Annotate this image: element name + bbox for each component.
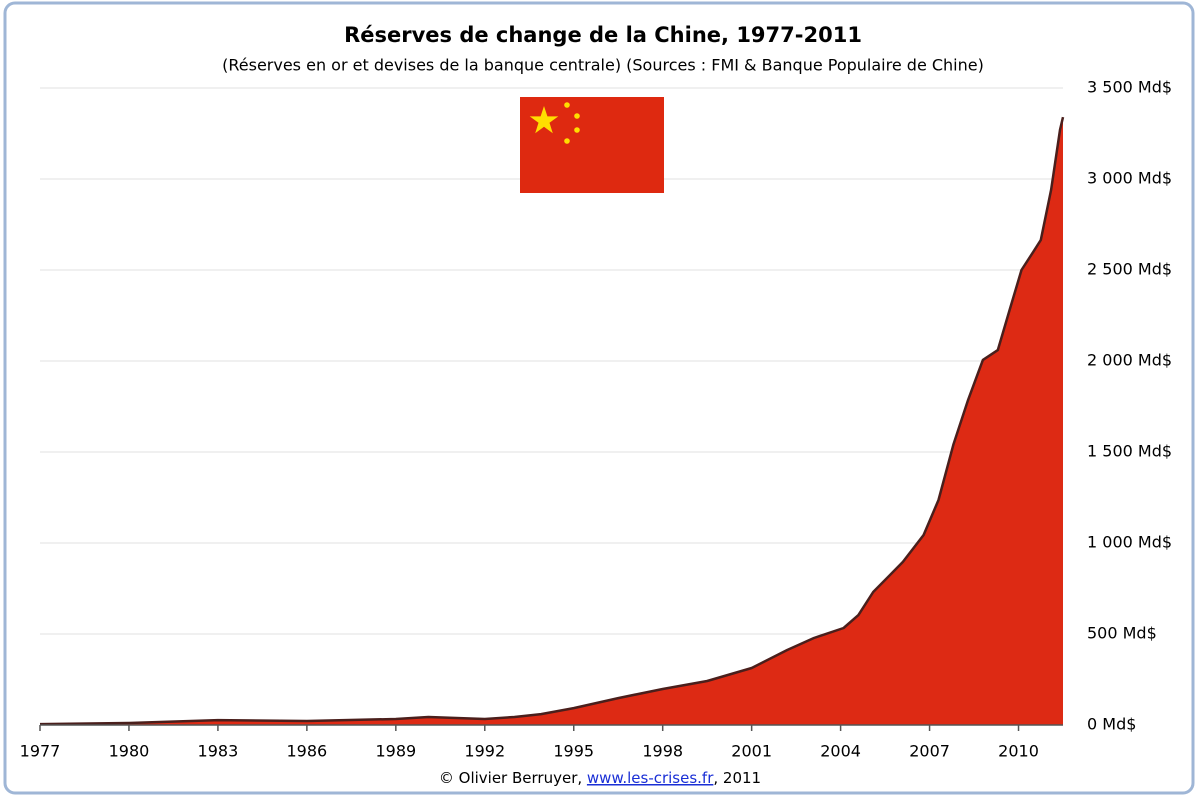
- y-tick-label: 0 Md$: [1087, 715, 1136, 734]
- plot-area: 0 Md$ 500 Md$ 1 000 Md$ 1 500 Md$ 2 000 Md$ 2…: [20, 78, 1172, 761]
- flag-star: [574, 127, 580, 133]
- flag-field: [520, 97, 664, 193]
- x-tick-label: 1977: [20, 742, 61, 761]
- x-tick-label: 1992: [464, 742, 505, 761]
- credit: © Olivier Berruyer, www.les-crises.fr, 2…: [439, 769, 761, 787]
- credit-prefix: © Olivier Berruyer,: [439, 769, 587, 787]
- y-tick-label: 500 Md$: [1087, 624, 1157, 643]
- x-tick-label: 2007: [909, 742, 950, 761]
- x-tick-label: 1995: [553, 742, 594, 761]
- x-tick-label: 1989: [375, 742, 416, 761]
- y-tick-label: 1 000 Md$: [1087, 533, 1172, 552]
- x-tick-label: 1980: [109, 742, 150, 761]
- x-tick-label: 1998: [642, 742, 683, 761]
- y-tick-label: 1 500 Md$: [1087, 442, 1172, 461]
- credit-suffix: , 2011: [713, 769, 761, 787]
- chart-subtitle: (Réserves en or et devises de la banque …: [222, 56, 984, 75]
- x-tick-label: 2004: [820, 742, 861, 761]
- y-tick-label: 2 500 Md$: [1087, 260, 1172, 279]
- flag-star: [574, 113, 580, 119]
- flag-star: [564, 138, 570, 144]
- x-tick-label: 2010: [998, 742, 1039, 761]
- area: [40, 117, 1063, 726]
- credit-link[interactable]: www.les-crises.fr: [587, 769, 714, 787]
- flag: [520, 97, 664, 193]
- y-tick-label: 3 500 Md$: [1087, 78, 1172, 97]
- y-tick-label: 2 000 Md$: [1087, 351, 1172, 370]
- flag-star: [564, 102, 570, 108]
- chart-title: Réserves de change de la Chine, 1977-201…: [344, 23, 862, 47]
- y-tick-label: 3 000 Md$: [1087, 169, 1172, 188]
- area-outline: [39, 116, 1065, 726]
- x-tick-label: 1983: [198, 742, 239, 761]
- x-tick-label: 1986: [287, 742, 328, 761]
- x-tick-label: 2001: [731, 742, 772, 761]
- flag-star: [529, 106, 559, 134]
